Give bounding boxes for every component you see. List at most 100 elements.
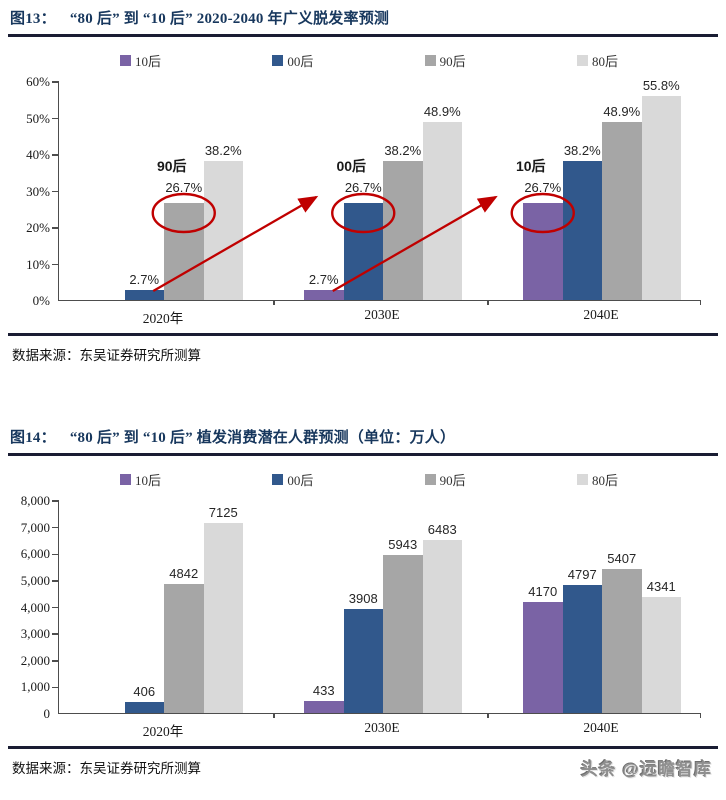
bar-value-label: 48.9% <box>603 104 641 119</box>
bar-2030E-10后 <box>304 701 344 713</box>
figure-13-title: 图13： “80 后” 到 “10 后” 2020-2040 年广义脱发率预测 <box>8 5 718 34</box>
plot-box: 2.7% 26.7% 90后 38.2% 2.7% 26.7% 00后 38.2% 48.9% 2… <box>52 78 701 305</box>
y-tick-label: 4,000 <box>20 599 50 615</box>
legend-swatch-icon <box>272 474 284 485</box>
y-tick-mark <box>52 263 59 266</box>
bar-value-label: 3908 <box>348 591 378 606</box>
category-axis: 2020年 2030E 2040E <box>58 301 700 326</box>
y-tick-label: 7,000 <box>20 519 50 535</box>
figure-14-bottom-divider <box>8 746 718 749</box>
figure-14: 图14： “80 后” 到 “10 后” 植发消费潜在人群预测（单位：万人） 10… <box>8 424 718 780</box>
bar-2020年-90后 <box>164 584 204 713</box>
y-tick-label: 40% <box>26 147 50 162</box>
bar-2040E-00后 <box>562 585 602 713</box>
y-tick-label: 6,000 <box>20 546 50 562</box>
y-tick-label: 60% <box>26 74 50 89</box>
x-tick-mark <box>699 713 701 718</box>
chart-legend: 10后 00后 90后 80后 <box>120 51 618 70</box>
legend-swatch-icon <box>272 55 284 66</box>
category-label: 2020年 <box>142 311 184 326</box>
x-tick-mark <box>487 713 489 718</box>
category-label: 2020年 <box>142 724 184 739</box>
y-tick-mark <box>52 500 59 502</box>
legend-item-0: 10后 <box>120 470 161 489</box>
bar-2040E-80后 <box>641 597 681 713</box>
y-tick-label: 0% <box>32 293 50 308</box>
figure-14-number: 图14： <box>10 430 56 446</box>
y-tick-label: 30% <box>26 183 50 199</box>
y-tick-label: 1,000 <box>20 679 50 695</box>
figure-13-top-divider <box>8 34 718 37</box>
bar-2030E-00后 <box>343 203 383 300</box>
bar-2020年-00后 <box>124 290 164 300</box>
bar-value-label: 38.2% <box>384 143 422 158</box>
legend-item-0: 10后 <box>120 51 161 70</box>
bar-2040E-90后 <box>602 569 642 713</box>
legend-label: 90后 <box>439 54 466 69</box>
y-tick-label: 3,000 <box>20 626 50 642</box>
bar-2030E-80后 <box>422 122 462 300</box>
bar-value-label: 26.7% <box>524 180 562 195</box>
bar-2020年-00后 <box>124 702 164 713</box>
y-tick-mark <box>52 227 59 229</box>
category-label: 2030E <box>364 720 400 735</box>
legend-swatch-icon <box>120 474 131 485</box>
plot-area: 60% 50% 40% 30% 20% 10% 0% 2.7% 26.7% 90后 38.2% 2.7… <box>8 74 718 308</box>
category-label: 2040E <box>583 720 619 735</box>
figure-13-bottom-divider <box>8 333 718 336</box>
x-tick-mark <box>487 300 489 305</box>
legend-item-3: 80后 <box>576 51 618 70</box>
figure-14-top-divider <box>8 453 718 456</box>
legend-label: 00后 <box>287 54 314 69</box>
y-tick-label: 10% <box>26 256 50 272</box>
bar-value-label: 433 <box>312 683 335 698</box>
legend-label: 10后 <box>135 54 162 69</box>
generation-annotation-label: 90后 <box>156 158 187 174</box>
figure-14-heading: “80 后” 到 “10 后” 植发消费潜在人群预测（单位：万人） <box>69 430 456 446</box>
x-tick-mark <box>273 713 275 718</box>
x-tick-mark <box>273 300 275 305</box>
bar-2030E-10后 <box>304 290 344 300</box>
category-label: 2040E <box>583 307 619 322</box>
category-axis: 2020年 2030E 2040E <box>58 714 700 739</box>
bar-2030E-90后 <box>383 161 423 300</box>
y-tick-mark <box>52 117 59 120</box>
bar-2040E-10后 <box>523 203 563 300</box>
bar-value-label: 4341 <box>646 579 676 594</box>
bar-value-label: 6483 <box>427 522 457 537</box>
legend-label: 90后 <box>439 473 466 488</box>
legend-item-1: 00后 <box>272 470 313 489</box>
bar-2020年-80后 <box>203 161 243 300</box>
legend-item-2: 90后 <box>424 51 466 70</box>
figure-14-title: 图14： “80 后” 到 “10 后” 植发消费潜在人群预测（单位：万人） <box>8 424 718 453</box>
y-tick-mark <box>52 660 59 662</box>
y-tick-mark <box>52 526 59 529</box>
y-tick-mark <box>52 580 59 582</box>
bar-value-label: 38.2% <box>204 143 242 158</box>
legend-swatch-icon <box>424 55 436 66</box>
y-tick-mark <box>52 553 59 555</box>
legend-label: 00后 <box>287 473 314 488</box>
bar-2040E-80后 <box>641 96 681 300</box>
y-tick-mark <box>52 633 59 635</box>
bar-2020年-80后 <box>203 523 243 713</box>
legend-label: 80后 <box>591 54 618 69</box>
figure-14-footer: 数据来源：东吴证券研究所测算 头条 @远瞻智库 <box>8 749 718 780</box>
figure-13: 图13： “80 后” 到 “10 后” 2020-2040 年广义脱发率预测 1… <box>8 5 718 364</box>
y-tick-mark <box>52 81 59 83</box>
y-tick-mark <box>52 154 59 156</box>
legend-swatch-icon <box>576 474 588 485</box>
transplant-population-chart: 10后 00后 90后 80后 8,000 7,000 6,000 5,000 4,000 3,0… <box>8 456 718 739</box>
generation-annotation-label: 00后 <box>336 158 367 174</box>
legend-item-1: 00后 <box>272 51 313 70</box>
chart-legend: 10后 00后 90后 80后 <box>120 470 618 489</box>
y-tick-mark <box>52 190 59 193</box>
plot-box: 406 4842 7125 433 3908 5943 6483 4170 4797 5407 43… <box>52 500 701 718</box>
bar-value-label: 26.7% <box>344 180 382 195</box>
figure-14-source: 数据来源：东吴证券研究所测算 <box>12 761 201 776</box>
y-tick-label: 5,000 <box>20 572 50 588</box>
bar-value-label: 48.9% <box>423 104 461 119</box>
bar-value-label: 4842 <box>169 566 199 581</box>
bar-value-label: 4797 <box>567 567 597 582</box>
